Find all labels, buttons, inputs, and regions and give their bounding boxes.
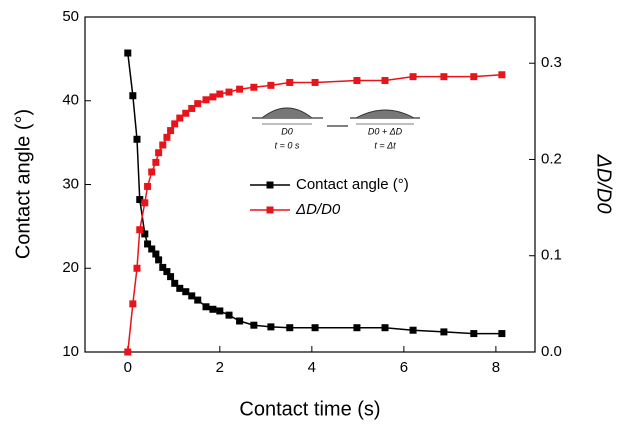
data-point bbox=[381, 77, 389, 85]
inset-drop bbox=[355, 109, 415, 119]
y2-axis-label: ΔD/D0 bbox=[593, 154, 615, 214]
data-point bbox=[353, 324, 361, 332]
data-point bbox=[155, 149, 163, 157]
data-point bbox=[144, 182, 152, 190]
data-point bbox=[136, 226, 144, 234]
data-point bbox=[167, 273, 175, 281]
data-point bbox=[498, 330, 506, 338]
x-tick-label: 0 bbox=[124, 359, 132, 376]
data-point bbox=[236, 317, 244, 325]
data-point bbox=[152, 250, 160, 258]
data-point bbox=[152, 158, 160, 166]
y2-tick-label: 0.3 bbox=[541, 54, 562, 71]
data-point bbox=[409, 73, 417, 81]
data-point bbox=[144, 240, 152, 248]
data-point bbox=[470, 73, 478, 81]
data-point bbox=[194, 296, 202, 304]
data-point bbox=[286, 324, 294, 332]
data-point bbox=[163, 133, 171, 141]
data-point bbox=[498, 71, 506, 79]
data-point bbox=[141, 230, 149, 238]
data-point bbox=[311, 78, 319, 86]
y-tick-label: 20 bbox=[62, 259, 79, 276]
inset-label: t = 0 s bbox=[275, 140, 300, 150]
data-point bbox=[267, 81, 275, 89]
data-point bbox=[155, 256, 163, 264]
data-point bbox=[182, 288, 190, 296]
data-point bbox=[188, 104, 196, 112]
data-point bbox=[409, 326, 417, 334]
data-point bbox=[148, 168, 156, 176]
data-point bbox=[202, 303, 210, 311]
inset-label: D0 bbox=[281, 126, 293, 136]
legend-marker bbox=[266, 206, 274, 214]
x-axis-label: Contact time (s) bbox=[239, 398, 380, 420]
y-tick-label: 10 bbox=[62, 343, 79, 360]
data-point bbox=[209, 93, 217, 101]
y2-tick-label: 0.1 bbox=[541, 247, 562, 264]
data-point bbox=[148, 245, 156, 253]
x-tick-label: 4 bbox=[308, 359, 316, 376]
data-point bbox=[133, 264, 141, 272]
data-point bbox=[182, 109, 190, 117]
data-point bbox=[136, 196, 144, 204]
y2-tick-label: 0.0 bbox=[541, 343, 562, 360]
y-tick-label: 30 bbox=[62, 175, 79, 192]
data-point bbox=[311, 324, 319, 332]
data-point bbox=[159, 141, 167, 149]
inset-drop bbox=[261, 107, 313, 119]
x-tick-label: 6 bbox=[400, 359, 408, 376]
data-point bbox=[353, 77, 361, 85]
inset-label: D0 + ΔD bbox=[368, 126, 403, 136]
data-point bbox=[225, 311, 233, 319]
inset: D0 t = 0 s D0 + ΔD t = Δt bbox=[252, 107, 420, 150]
data-point bbox=[129, 300, 137, 308]
data-point bbox=[194, 100, 202, 108]
data-point bbox=[176, 114, 184, 122]
data-point bbox=[236, 85, 244, 93]
data-point bbox=[176, 284, 184, 292]
data-point bbox=[171, 120, 179, 128]
data-point bbox=[141, 199, 149, 207]
y2-tick-label: 0.2 bbox=[541, 150, 562, 167]
data-point bbox=[267, 323, 275, 331]
data-point bbox=[171, 279, 179, 287]
data-point bbox=[124, 49, 132, 57]
y-tick-label: 40 bbox=[62, 92, 79, 109]
data-point bbox=[381, 324, 389, 332]
data-point bbox=[124, 348, 132, 356]
data-point bbox=[159, 263, 167, 271]
data-point bbox=[133, 135, 141, 143]
x-tick-label: 2 bbox=[216, 359, 224, 376]
data-point bbox=[286, 78, 294, 86]
y-tick-label: 50 bbox=[62, 8, 79, 25]
y-axis-label: Contact angle (°) bbox=[12, 109, 34, 259]
legend-marker bbox=[266, 181, 274, 189]
data-point bbox=[250, 83, 258, 91]
legend-label: ΔD/D0 bbox=[295, 201, 341, 218]
legend-label: Contact angle (°) bbox=[296, 176, 409, 193]
data-point bbox=[225, 88, 233, 96]
data-point bbox=[440, 328, 448, 336]
data-point bbox=[188, 292, 196, 300]
data-point bbox=[216, 90, 224, 98]
data-point bbox=[250, 321, 258, 329]
data-point bbox=[167, 127, 175, 135]
inset-label: t = Δt bbox=[374, 140, 396, 150]
data-point bbox=[129, 92, 137, 100]
data-point bbox=[202, 96, 210, 104]
x-tick-label: 8 bbox=[492, 359, 500, 376]
data-point bbox=[216, 307, 224, 315]
data-point bbox=[440, 73, 448, 81]
data-point bbox=[470, 330, 478, 338]
data-point bbox=[163, 268, 171, 276]
data-point bbox=[209, 305, 217, 313]
